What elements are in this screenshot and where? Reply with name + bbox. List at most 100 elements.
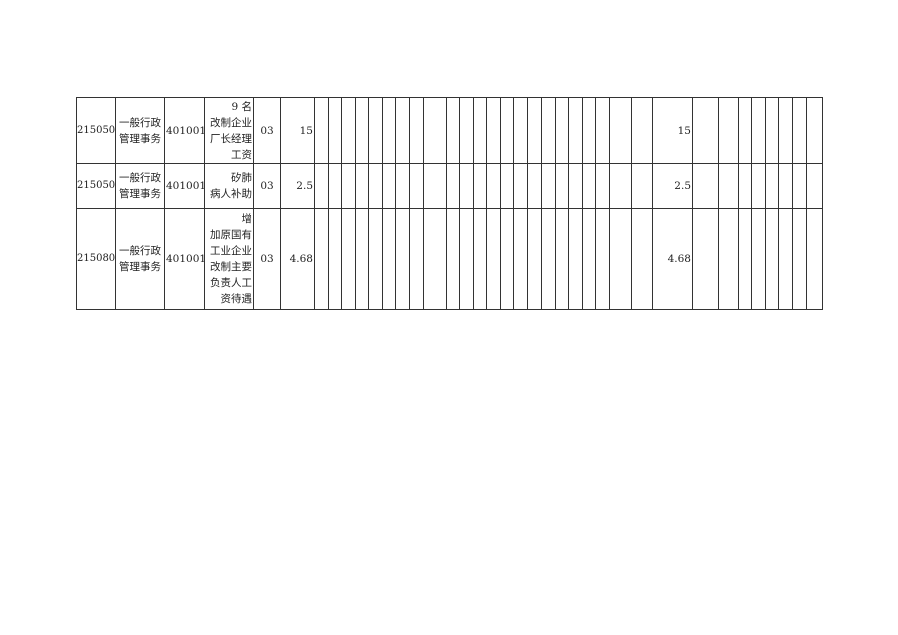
empty-cell — [806, 163, 823, 209]
empty-cell — [692, 163, 719, 209]
category-cell: 一般行政 管理事务 — [115, 208, 165, 310]
empty-cell — [738, 163, 752, 209]
unit-code-cell: 401001 — [164, 97, 205, 164]
empty-cell — [582, 97, 596, 164]
code-cell: 2150502 — [76, 163, 116, 209]
amount-cell: 2.5 — [280, 163, 315, 209]
empty-cell — [792, 163, 807, 209]
empty-cell — [792, 208, 807, 310]
empty-cell — [609, 97, 632, 164]
empty-cell — [792, 97, 807, 164]
total-cell: 2.5 — [652, 163, 693, 209]
empty-cell — [582, 163, 596, 209]
empty-cell — [328, 208, 342, 310]
category-cell: 一般行政 管理事务 — [115, 163, 165, 209]
type-cell: 03 — [253, 97, 281, 164]
empty-cell — [423, 163, 447, 209]
code-cell: 2150502 — [76, 97, 116, 164]
empty-cell — [595, 97, 610, 164]
empty-cell — [595, 208, 610, 310]
empty-cell — [355, 97, 369, 164]
item-name-cell: 矽肺 病人补助 — [204, 163, 254, 209]
empty-cell — [459, 97, 474, 164]
empty-cell — [486, 208, 501, 310]
empty-cell — [341, 208, 356, 310]
type-cell: 03 — [253, 163, 281, 209]
empty-cell — [778, 163, 793, 209]
empty-cell — [368, 163, 383, 209]
empty-cell — [692, 208, 719, 310]
empty-cell — [631, 97, 653, 164]
empty-cell — [631, 163, 653, 209]
empty-cell — [314, 163, 329, 209]
item-name-cell: 9 名 改制企业 厂长经理 工资 — [204, 97, 254, 164]
empty-cell — [328, 163, 342, 209]
empty-cell — [765, 163, 779, 209]
empty-cell — [738, 97, 752, 164]
empty-cell — [368, 97, 383, 164]
unit-code-cell: 401001 — [164, 208, 205, 310]
empty-cell — [751, 208, 766, 310]
empty-cell — [555, 208, 569, 310]
amount-cell: 4.68 — [280, 208, 315, 310]
empty-cell — [395, 208, 410, 310]
empty-cell — [555, 97, 569, 164]
empty-cell — [446, 163, 460, 209]
empty-cell — [541, 208, 556, 310]
empty-cell — [555, 163, 569, 209]
code-cell: 2150805 — [76, 208, 116, 310]
empty-cell — [718, 163, 739, 209]
empty-cell — [527, 163, 542, 209]
amount-cell: 15 — [280, 97, 315, 164]
empty-cell — [568, 208, 583, 310]
empty-cell — [368, 208, 383, 310]
empty-cell — [473, 97, 487, 164]
empty-cell — [595, 163, 610, 209]
empty-cell — [500, 208, 514, 310]
empty-cell — [778, 97, 793, 164]
empty-cell — [806, 97, 823, 164]
empty-cell — [423, 208, 447, 310]
empty-cell — [609, 163, 632, 209]
empty-cell — [513, 208, 528, 310]
empty-cell — [527, 97, 542, 164]
empty-cell — [806, 208, 823, 310]
empty-cell — [513, 97, 528, 164]
empty-cell — [541, 97, 556, 164]
empty-cell — [409, 97, 424, 164]
empty-cell — [500, 97, 514, 164]
empty-cell — [423, 97, 447, 164]
total-cell: 15 — [652, 97, 693, 164]
empty-cell — [355, 208, 369, 310]
empty-cell — [486, 163, 501, 209]
empty-cell — [395, 97, 410, 164]
empty-cell — [500, 163, 514, 209]
empty-cell — [341, 97, 356, 164]
empty-cell — [738, 208, 752, 310]
empty-cell — [513, 163, 528, 209]
empty-cell — [459, 208, 474, 310]
empty-cell — [765, 208, 779, 310]
empty-cell — [751, 97, 766, 164]
empty-cell — [582, 208, 596, 310]
empty-cell — [446, 97, 460, 164]
empty-cell — [609, 208, 632, 310]
empty-cell — [541, 163, 556, 209]
empty-cell — [486, 97, 501, 164]
empty-cell — [751, 163, 766, 209]
empty-cell — [314, 208, 329, 310]
total-cell: 4.68 — [652, 208, 693, 310]
empty-cell — [568, 163, 583, 209]
empty-cell — [718, 208, 739, 310]
empty-cell — [341, 163, 356, 209]
empty-cell — [382, 97, 396, 164]
empty-cell — [473, 163, 487, 209]
empty-cell — [328, 97, 342, 164]
empty-cell — [778, 208, 793, 310]
empty-cell — [765, 97, 779, 164]
empty-cell — [395, 163, 410, 209]
empty-cell — [446, 208, 460, 310]
